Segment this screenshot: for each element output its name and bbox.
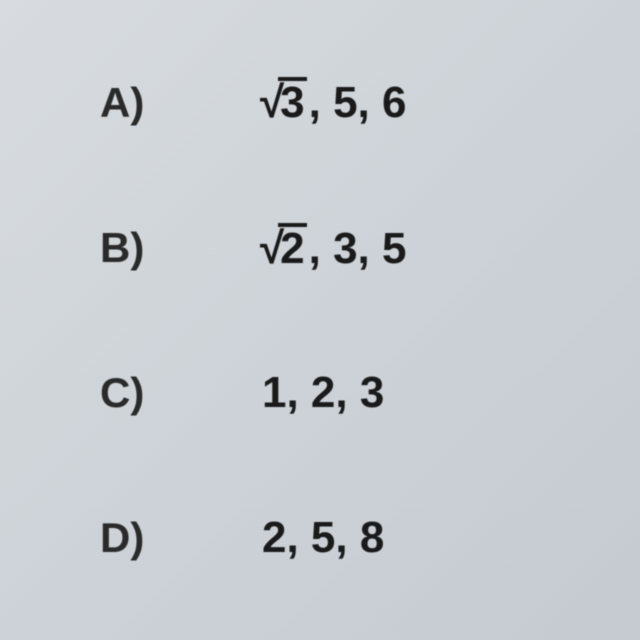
- options-list: A) √ 3 , 5, 6 B) √ 2 , 3, 5 C) 1, 2, 3 D…: [0, 0, 640, 640]
- sqrt-argument-a: 3: [278, 77, 306, 125]
- option-value-b: √ 2 , 3, 5: [260, 223, 406, 274]
- option-c: C) 1, 2, 3: [100, 368, 560, 418]
- option-label-c: C): [100, 369, 160, 417]
- option-rest-d: 2, 5, 8: [262, 513, 384, 563]
- option-value-a: √ 3 , 5, 6: [260, 77, 406, 128]
- option-value-d: 2, 5, 8: [260, 513, 384, 563]
- option-label-d: D): [100, 514, 160, 562]
- option-value-c: 1, 2, 3: [260, 368, 384, 418]
- option-b: B) √ 2 , 3, 5: [100, 223, 560, 274]
- option-d: D) 2, 5, 8: [100, 513, 560, 563]
- option-rest-b: , 3, 5: [309, 224, 407, 274]
- option-rest-a: , 5, 6: [309, 78, 407, 128]
- option-a: A) √ 3 , 5, 6: [100, 77, 560, 128]
- option-label-a: A): [100, 79, 160, 127]
- sqrt-expression-b: √ 2: [260, 223, 307, 274]
- sqrt-expression-a: √ 3: [260, 77, 307, 128]
- option-label-b: B): [100, 224, 160, 272]
- sqrt-argument-b: 2: [278, 223, 306, 271]
- option-rest-c: 1, 2, 3: [262, 368, 384, 418]
